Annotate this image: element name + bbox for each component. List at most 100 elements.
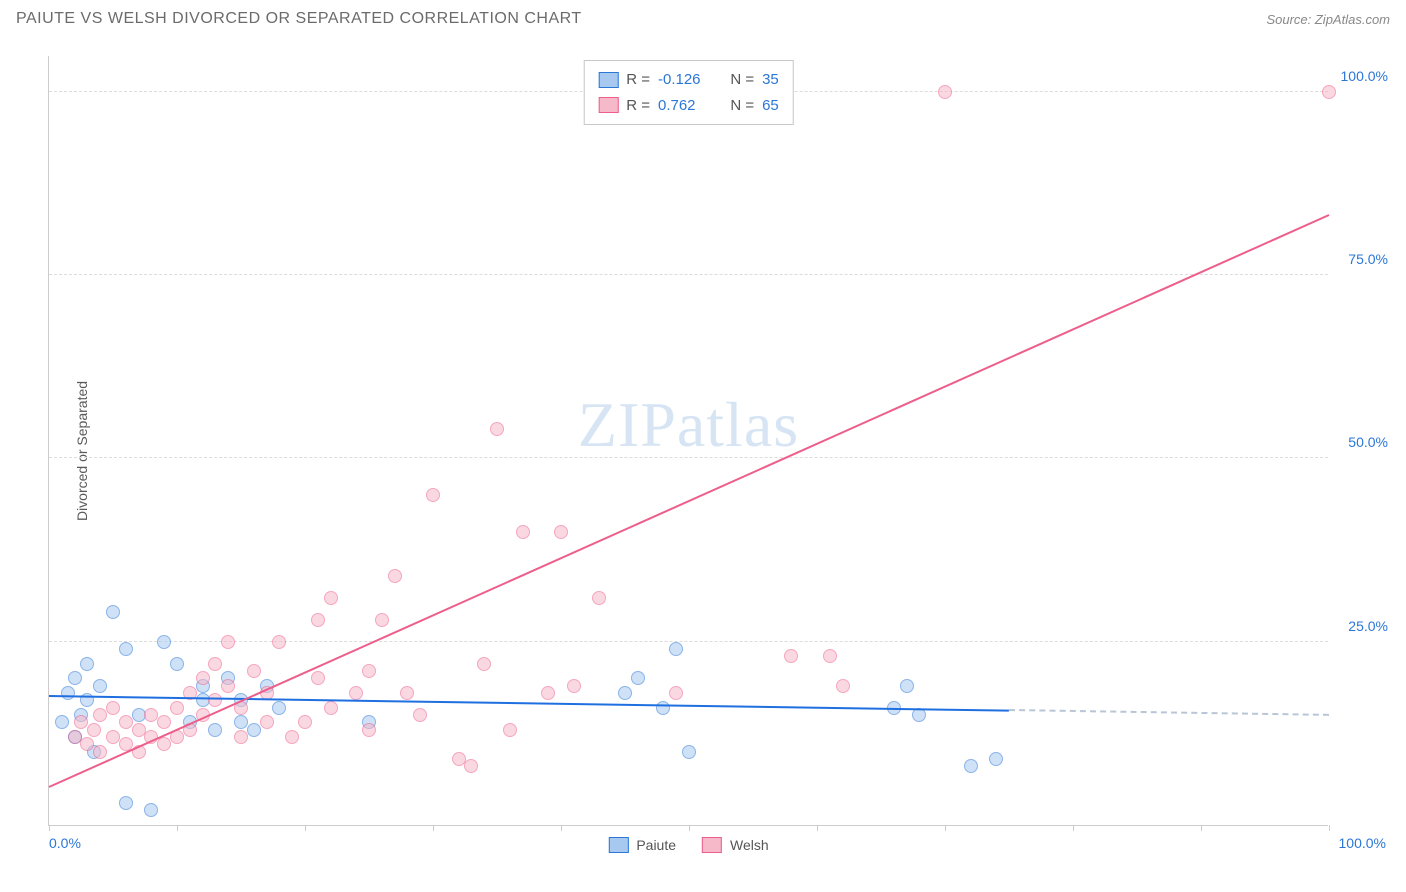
y-tick-label: 100.0% [1336,68,1388,84]
data-point [106,730,120,744]
data-point [413,708,427,722]
data-point [375,613,389,627]
y-tick-label: 50.0% [1336,434,1388,450]
data-point [784,649,798,663]
data-point [426,488,440,502]
data-point [157,715,171,729]
data-point [74,715,88,729]
n-label: N = [722,67,754,93]
plot-area: ZIPatlas 25.0%50.0%75.0%100.0%0.0%100.0%… [48,56,1328,826]
data-point [464,759,478,773]
data-point [68,730,82,744]
x-tick-label-right: 100.0% [1339,835,1386,851]
data-point [170,701,184,715]
data-point [989,752,1003,766]
x-tick [433,825,434,831]
data-point [1322,85,1336,99]
watermark: ZIPatlas [578,388,799,462]
x-tick [561,825,562,831]
correlation-legend: R = -0.126 N = 35R = 0.762 N = 65 [583,60,794,125]
data-point [144,708,158,722]
data-point [93,679,107,693]
r-value: -0.126 [658,67,714,93]
y-tick-label: 25.0% [1336,618,1388,634]
data-point [324,591,338,605]
data-point [349,686,363,700]
data-point [61,686,75,700]
data-point [669,686,683,700]
x-tick [1201,825,1202,831]
data-point [208,693,222,707]
legend-item: Welsh [702,837,769,853]
data-point [144,803,158,817]
data-point [631,671,645,685]
data-point [311,671,325,685]
data-point [400,686,414,700]
gridline [49,457,1328,458]
data-point [938,85,952,99]
data-point [260,715,274,729]
data-point [132,723,146,737]
data-point [477,657,491,671]
data-point [106,701,120,715]
x-tick [945,825,946,831]
watermark-bold: ZIP [578,389,677,460]
source-attribution: Source: ZipAtlas.com [1266,12,1390,27]
data-point [87,723,101,737]
data-point [567,679,581,693]
gridline [49,274,1328,275]
data-point [55,715,69,729]
data-point [234,715,248,729]
legend-row: R = -0.126 N = 35 [598,67,779,93]
x-tick [177,825,178,831]
data-point [285,730,299,744]
data-point [247,664,261,678]
y-tick-label: 75.0% [1336,251,1388,267]
x-tick [817,825,818,831]
data-point [592,591,606,605]
data-point [119,642,133,656]
data-point [900,679,914,693]
legend-swatch [608,837,628,853]
data-point [362,723,376,737]
n-value: 35 [762,67,779,93]
data-point [221,635,235,649]
legend-swatch [702,837,722,853]
data-point [196,671,210,685]
gridline [49,641,1328,642]
data-point [669,642,683,656]
data-point [554,525,568,539]
data-point [208,723,222,737]
data-point [272,635,286,649]
data-point [618,686,632,700]
data-point [170,657,184,671]
data-point [247,723,261,737]
n-value: 65 [762,93,779,119]
legend-item: Paiute [608,837,676,853]
data-point [516,525,530,539]
data-point [234,730,248,744]
data-point [157,635,171,649]
data-point [80,657,94,671]
trend-line [49,214,1330,788]
trend-line [49,695,1009,712]
data-point [388,569,402,583]
chart-container: Divorced or Separated ZIPatlas 25.0%50.0… [48,56,1388,846]
data-point [311,613,325,627]
trend-line [1009,709,1329,716]
data-point [324,701,338,715]
series-legend: Paiute Welsh [608,837,768,853]
x-tick [1073,825,1074,831]
n-label: N = [722,93,754,119]
data-point [298,715,312,729]
x-tick [49,825,50,831]
legend-row: R = 0.762 N = 65 [598,93,779,119]
data-point [452,752,466,766]
data-point [823,649,837,663]
data-point [541,686,555,700]
data-point [157,737,171,751]
x-tick [305,825,306,831]
x-tick-label-left: 0.0% [49,835,81,851]
data-point [272,701,286,715]
data-point [68,671,82,685]
